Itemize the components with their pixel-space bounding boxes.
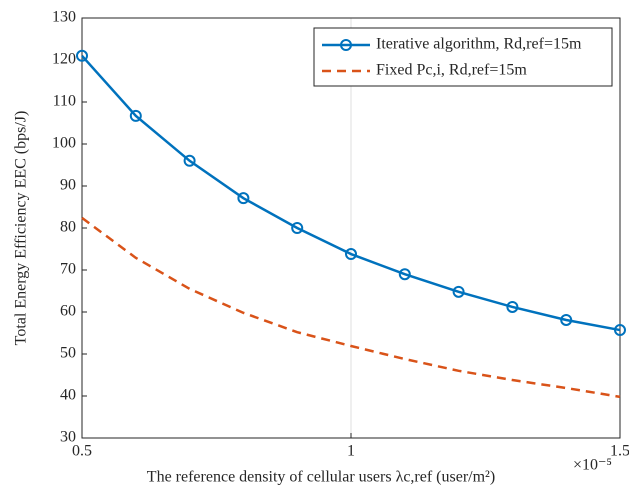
y-tick-label: 130 (52, 9, 76, 26)
x-exponent: ×10⁻⁵ (573, 457, 612, 474)
marker (291, 222, 304, 234)
legend-marker (340, 39, 352, 51)
x-tick-label: 1.5 (610, 443, 629, 460)
series-line (81, 216, 621, 399)
marker (76, 49, 88, 62)
marker (129, 109, 142, 122)
marker (398, 268, 411, 281)
marker (183, 154, 196, 167)
series-line (81, 54, 621, 332)
y-tick-label: 110 (53, 93, 76, 110)
marker (237, 192, 250, 205)
y-tick-label: 100 (52, 135, 76, 152)
axes-box (81, 17, 621, 439)
marker (506, 300, 519, 313)
marker (345, 248, 357, 261)
y-tick-label: 90 (60, 177, 76, 194)
legend-label: Iterative algorithm, Rd,ref=15m (376, 36, 582, 53)
y-tick-label: 70 (60, 261, 76, 278)
y-axis-label: Total Energy Efficiency EEC (bps/J) (13, 111, 30, 346)
marker (614, 324, 626, 337)
legend-box (313, 27, 613, 87)
x-tick-label: 1 (347, 443, 355, 460)
y-tick-label: 60 (60, 303, 76, 320)
x-tick-label: 0.5 (72, 443, 92, 460)
y-tick-label: 80 (60, 219, 76, 236)
y-tick-label: 50 (60, 345, 76, 362)
x-axis-label: The reference density of cellular users … (147, 469, 495, 486)
y-tick-label: 120 (52, 51, 76, 68)
legend-label: Fixed Pc,i, Rd,ref=15m (376, 62, 527, 79)
marker (452, 285, 465, 298)
y-tick-label: 30 (60, 429, 76, 446)
marker (560, 313, 573, 326)
y-tick-label: 40 (60, 387, 76, 404)
legend: Iterative algorithm, Rd,ref=15m Fixed Pc,… (313, 27, 613, 87)
